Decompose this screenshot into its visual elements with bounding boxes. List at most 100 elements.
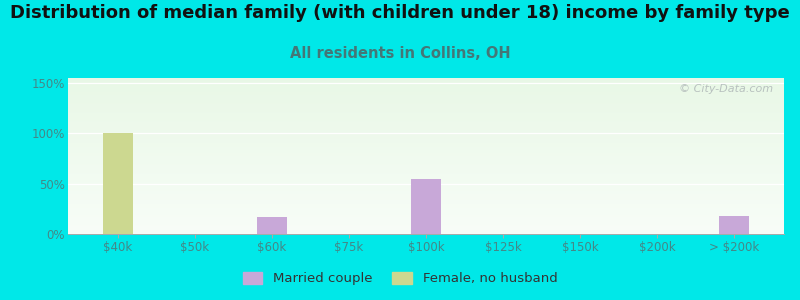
Bar <box>68 207 784 208</box>
Bar <box>68 114 784 116</box>
Bar <box>68 225 784 226</box>
Bar <box>68 81 784 82</box>
Bar <box>68 216 784 217</box>
Bar <box>68 200 784 202</box>
Bar <box>68 179 784 181</box>
Bar <box>68 135 784 136</box>
Bar <box>68 194 784 195</box>
Bar <box>68 85 784 86</box>
Bar <box>68 192 784 194</box>
Bar <box>68 172 784 173</box>
Bar <box>68 106 784 108</box>
Bar <box>410 178 442 234</box>
Bar <box>68 188 784 190</box>
Bar <box>68 121 784 122</box>
Bar <box>68 222 784 224</box>
Bar <box>68 125 784 126</box>
Bar <box>68 155 784 156</box>
Bar <box>68 129 784 130</box>
Bar <box>68 160 784 161</box>
Bar <box>257 217 287 234</box>
Bar <box>68 196 784 198</box>
Bar <box>68 110 784 112</box>
Bar <box>68 99 784 100</box>
Bar <box>68 167 784 168</box>
Bar <box>68 104 784 105</box>
Bar <box>68 176 784 177</box>
Bar <box>68 213 784 214</box>
Bar <box>68 221 784 222</box>
Bar <box>68 112 784 113</box>
Bar <box>68 181 784 182</box>
Bar <box>68 224 784 225</box>
Bar <box>68 147 784 148</box>
Bar <box>68 195 784 196</box>
Bar <box>68 138 784 139</box>
Bar <box>68 220 784 221</box>
Bar <box>68 144 784 145</box>
Bar <box>68 152 784 153</box>
Bar <box>68 199 784 200</box>
Bar <box>68 164 784 165</box>
Bar <box>68 98 784 99</box>
Bar <box>68 108 784 109</box>
Bar <box>68 187 784 188</box>
Bar <box>68 122 784 124</box>
Bar <box>68 211 784 212</box>
Bar <box>68 87 784 88</box>
Legend: Married couple, Female, no husband: Married couple, Female, no husband <box>238 266 562 290</box>
Bar <box>68 149 784 151</box>
Bar <box>68 208 784 209</box>
Bar <box>68 116 784 117</box>
Bar <box>68 83 784 85</box>
Bar <box>68 126 784 128</box>
Bar <box>68 140 784 142</box>
Bar <box>68 139 784 140</box>
Bar <box>68 117 784 118</box>
Bar <box>68 229 784 230</box>
Bar <box>68 153 784 155</box>
Bar <box>68 226 784 227</box>
Bar <box>68 142 784 143</box>
Bar <box>68 183 784 184</box>
Bar <box>68 202 784 203</box>
Bar <box>68 131 784 133</box>
Bar <box>68 95 784 96</box>
Bar <box>68 177 784 178</box>
Bar <box>68 92 784 94</box>
Bar <box>68 186 784 187</box>
Bar <box>68 165 784 166</box>
Bar <box>68 105 784 106</box>
Bar <box>68 118 784 120</box>
Bar <box>68 156 784 157</box>
Bar <box>68 130 784 131</box>
Bar <box>68 214 784 216</box>
Bar <box>68 230 784 231</box>
Bar <box>718 216 750 234</box>
Bar <box>68 82 784 83</box>
Bar <box>68 218 784 220</box>
Bar <box>68 90 784 91</box>
Bar <box>68 174 784 175</box>
Bar <box>68 101 784 103</box>
Bar <box>68 151 784 152</box>
Bar <box>68 120 784 121</box>
Bar <box>68 190 784 191</box>
Bar <box>68 169 784 170</box>
Text: All residents in Collins, OH: All residents in Collins, OH <box>290 46 510 62</box>
Bar <box>68 206 784 207</box>
Bar <box>68 78 784 79</box>
Bar <box>68 100 784 101</box>
Bar <box>68 88 784 90</box>
Bar <box>68 231 784 233</box>
Bar <box>68 163 784 164</box>
Bar <box>68 233 784 234</box>
Bar <box>68 113 784 114</box>
Bar <box>68 203 784 204</box>
Bar <box>68 128 784 129</box>
Bar <box>68 184 784 186</box>
Bar <box>68 182 784 183</box>
Bar <box>68 136 784 138</box>
Bar <box>68 143 784 144</box>
Bar <box>68 209 784 211</box>
